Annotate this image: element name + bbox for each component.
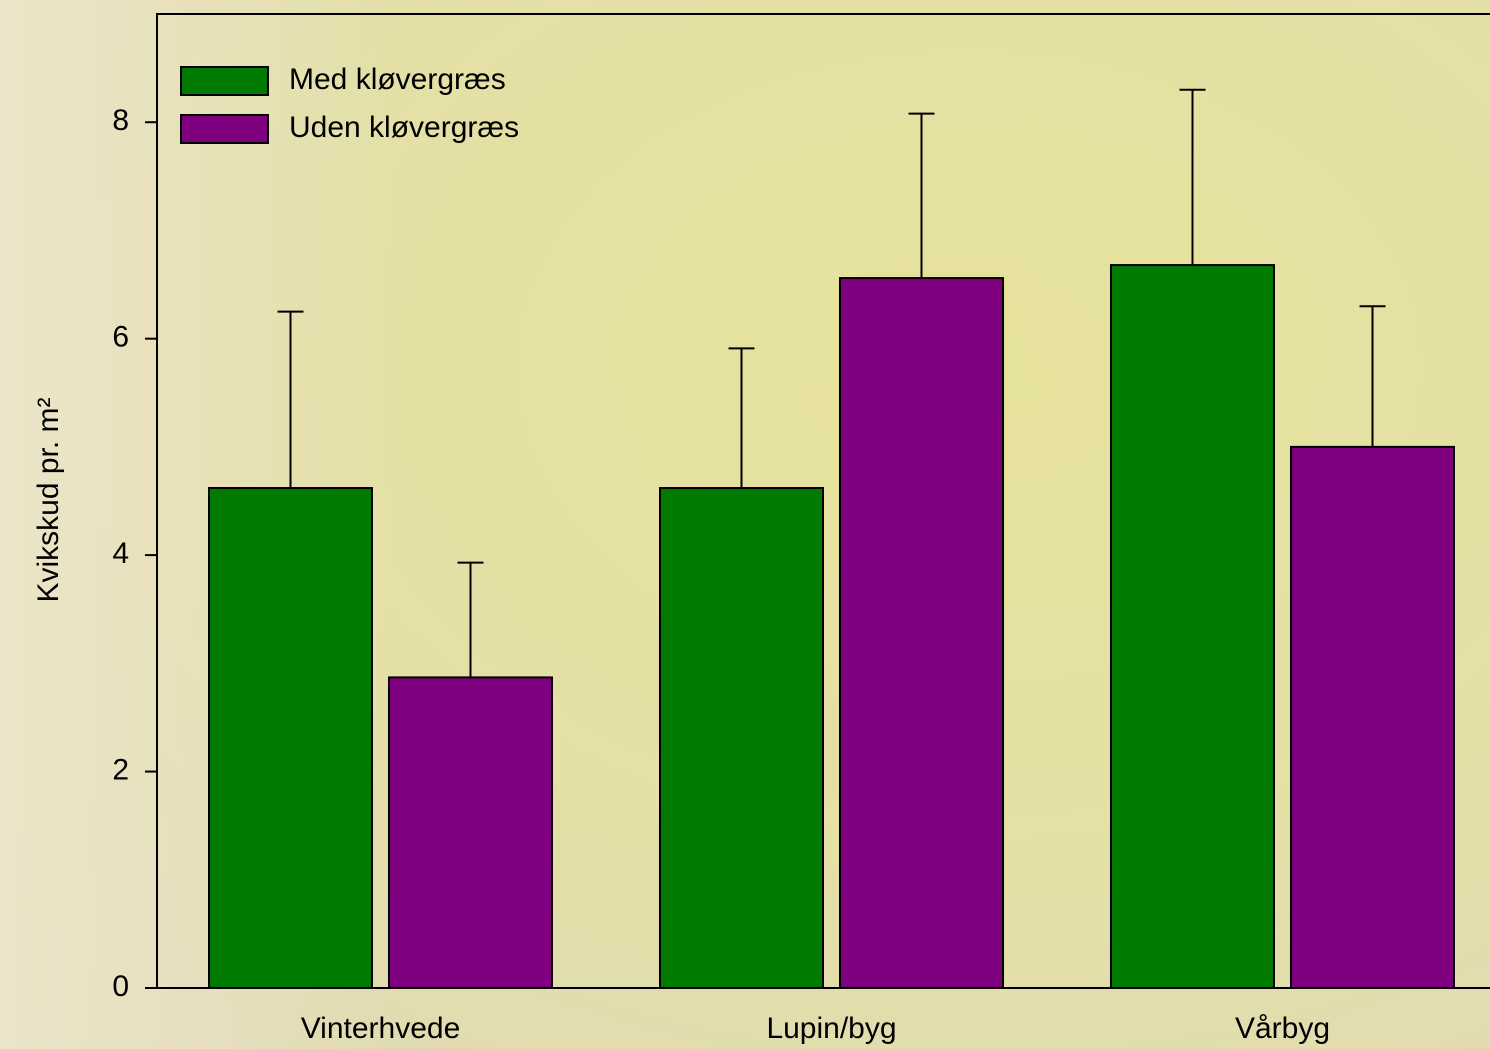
y-tick-label: 8 — [112, 104, 129, 137]
error-bar — [728, 347, 755, 489]
error-bar — [1359, 305, 1386, 447]
bar — [1110, 264, 1275, 989]
error-bar — [277, 310, 304, 489]
x-tick-label: Vårbyg — [1235, 1012, 1330, 1045]
bar — [208, 487, 373, 989]
bar — [1290, 445, 1455, 989]
error-bar — [457, 561, 484, 678]
error-bar — [908, 112, 935, 279]
y-tick-label: 6 — [112, 321, 129, 354]
y-tick-label: 0 — [112, 970, 129, 1003]
error-bar — [1179, 88, 1206, 266]
x-tick-label: Vinterhvede — [301, 1012, 461, 1045]
legend-swatch — [180, 66, 269, 96]
x-tick-label: Lupin/byg — [766, 1012, 896, 1045]
bar — [839, 277, 1004, 990]
legend-label: Med kløvergræs — [289, 63, 506, 96]
legend-swatch — [180, 114, 269, 144]
y-tick-label: 2 — [112, 753, 129, 786]
y-axis-title: Kvikskud pr. m² — [32, 397, 65, 602]
axis-frame — [156, 13, 1490, 989]
bar — [659, 487, 824, 989]
legend-label: Uden kløvergræs — [289, 111, 519, 144]
bar — [388, 676, 553, 989]
y-tick-label: 4 — [112, 537, 129, 570]
